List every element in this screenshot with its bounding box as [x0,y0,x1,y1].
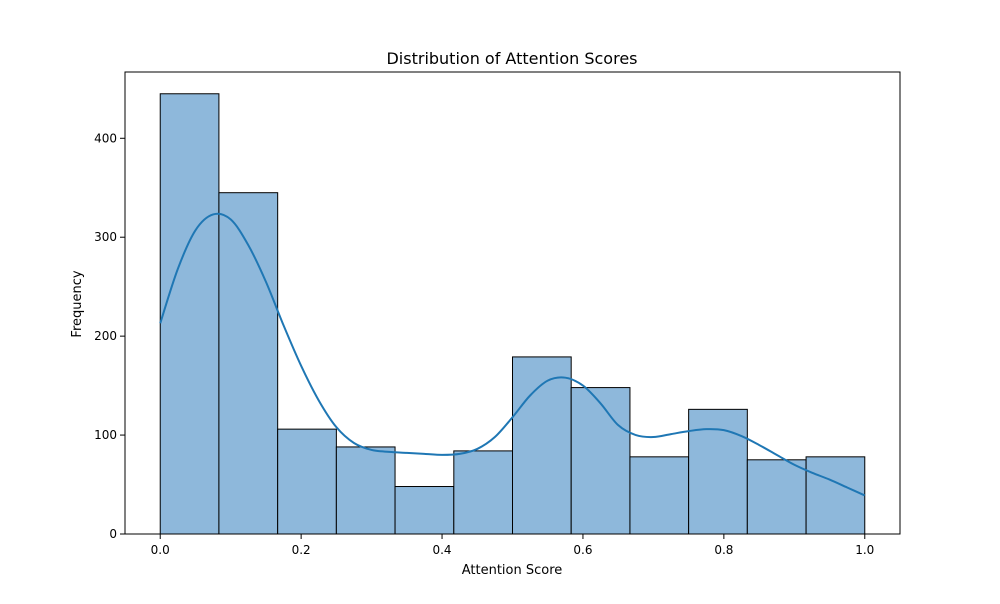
y-tick-label: 200 [94,329,117,343]
chart-title: Distribution of Attention Scores [386,49,637,68]
x-tick-label: 1.0 [855,543,874,557]
histogram-bar-10 [688,408,748,535]
x-tick-label: 0.6 [573,543,592,557]
x-tick-label: 0.4 [432,543,451,557]
bars-layer [159,93,866,535]
y-axis: 0 100 200 300 400 [94,131,125,541]
histogram-bar-5 [394,486,455,535]
histogram-bar-9 [629,456,690,535]
histogram-bar-2 [218,192,279,535]
y-tick-label: 400 [94,131,117,145]
histogram-bar-8 [570,387,631,535]
histogram-bar-7 [512,356,572,535]
y-tick-label: 0 [109,527,117,541]
x-tick-label: 0.2 [292,543,311,557]
histogram-bar-3 [277,428,337,535]
plot-frame [124,71,901,535]
histogram-bar-4 [335,446,396,535]
histogram-bar-1 [159,93,220,535]
x-axis-label: Attention Score [462,563,563,578]
y-tick-label: 100 [94,428,117,442]
histogram-bar-11 [746,459,807,535]
histogram-bar-6 [453,450,514,535]
x-tick-label: 0.0 [151,543,170,557]
y-tick-label: 300 [94,230,117,244]
histogram-bar-12 [805,456,866,535]
y-axis-label: Frequency [70,270,85,337]
x-tick-label: 0.8 [714,543,733,557]
x-axis: 0.0 0.2 0.4 0.6 0.8 1.0 [151,534,874,557]
kde-line [159,212,866,497]
kde-layer [159,212,866,497]
